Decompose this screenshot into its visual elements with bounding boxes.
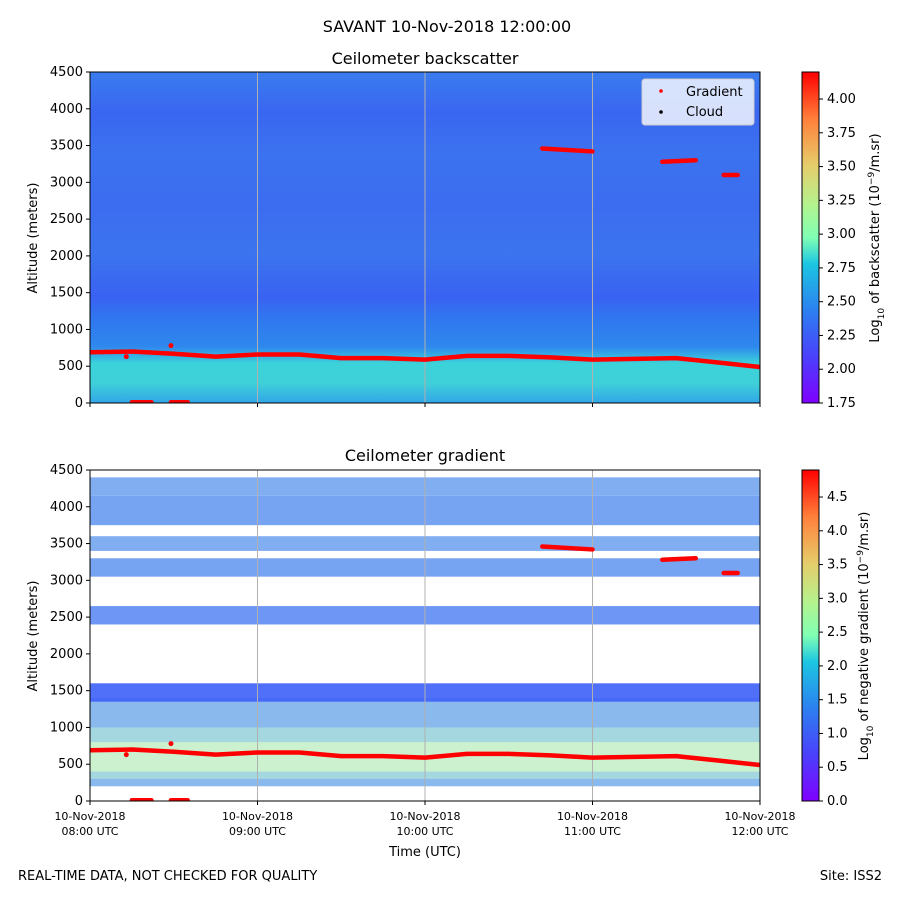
x-tick-label: 10-Nov-2018 (222, 810, 293, 823)
gradient-colorbar: 0.0 0.5 1.0 1.5 2.0 2.5 3.0 3.5 4.0 4.5 Log10 of … (801, 469, 876, 809)
gradient-panel: Ceilometer gradient 0 500 1000 1500 2000 2500… (26, 446, 796, 860)
colorbar-tick-label: 2.50 (827, 295, 856, 310)
legend-gradient-label: Gradient (686, 85, 743, 100)
gradient-marker-point (123, 354, 129, 360)
figure-suptitle: SAVANT 10-Nov-2018 12:00:00 (323, 17, 571, 36)
colorbar-tick-label: 4.5 (827, 490, 848, 505)
legend-box (641, 78, 755, 126)
y-tick-label: 0 (75, 794, 83, 809)
gradient-marker-series (90, 747, 760, 768)
gradient-xlabel: Time (UTC) (388, 845, 461, 860)
gradient-series (90, 544, 760, 801)
y-tick-label: 500 (58, 757, 83, 772)
colorbar-tick-label: 3.0 (827, 591, 848, 606)
y-tick-label: 4500 (50, 65, 83, 80)
backscatter-colorbar-bar (801, 71, 820, 404)
gradient-colorbar-label: Log10 of negative gradient (10−9/m.sr) (856, 512, 876, 761)
y-tick-label: 4000 (50, 102, 83, 117)
y-tick-label: 500 (58, 359, 83, 374)
colorbar-tick-label: 1.75 (827, 396, 856, 411)
backscatter-x-ticks (89, 403, 761, 407)
gradient-colorbar-bar (801, 469, 820, 802)
colorbar-tick-label: 4.00 (827, 92, 856, 107)
backscatter-grid (257, 72, 593, 403)
x-tick-label: 10:00 UTC (396, 825, 453, 838)
colorbar-tick-label: 0.0 (827, 794, 848, 809)
backscatter-title: Ceilometer backscatter (332, 49, 519, 68)
gradient-marker-point (123, 752, 129, 758)
legend-cloud-label: Cloud (686, 105, 723, 120)
backscatter-colorbar-label: Log10 of backscatter (10−9/m.sr) (867, 133, 887, 342)
x-tick-label: 08:00 UTC (61, 825, 118, 838)
colorbar-tick-label: 0.5 (827, 760, 848, 775)
colorbar-tick-label: 3.25 (827, 193, 856, 208)
footer-quality-note: REAL-TIME DATA, NOT CHECKED FOR QUALITY (18, 869, 318, 884)
gradient-marker-point (168, 741, 174, 747)
gradient-marker-series (90, 349, 760, 370)
y-tick-label: 4000 (50, 500, 83, 515)
y-tick-label: 2500 (50, 212, 83, 227)
gradient-marker-series (540, 544, 595, 552)
backscatter-y-axis: 0 500 1000 1500 2000 2500 3000 3500 4000 4500 (50, 65, 90, 411)
backscatter-colorbar-ticks: 1.75 2.00 2.25 2.50 2.75 3.00 3.25 3.50 3.75 4.00 (819, 92, 856, 411)
y-tick-label: 3500 (50, 537, 83, 552)
colorbar-tick-label: 3.5 (827, 558, 848, 573)
x-tick-label: 12:00 UTC (731, 825, 788, 838)
gradient-marker-series (660, 158, 699, 164)
gradient-title: Ceilometer gradient (345, 446, 505, 465)
gradient-marker-series (540, 146, 595, 154)
y-tick-label: 2000 (50, 249, 83, 264)
y-tick-label: 1000 (50, 720, 83, 735)
legend-gradient-marker (659, 89, 663, 93)
gradient-colorbar-ticks: 0.0 0.5 1.0 1.5 2.0 2.5 3.0 3.5 4.0 4.5 (819, 490, 848, 809)
footer-site: Site: ISS2 (819, 869, 882, 884)
colorbar-tick-label: 3.00 (827, 227, 856, 242)
colorbar-tick-label: 1.5 (827, 693, 848, 708)
gradient-x-axis: 10-Nov-2018 08:00 UTC 10-Nov-2018 09:00 UTC… (54, 801, 796, 838)
y-tick-label: 3000 (50, 175, 83, 190)
colorbar-tick-label: 3.50 (827, 160, 856, 175)
colorbar-tick-label: 2.25 (827, 328, 856, 343)
y-tick-label: 0 (75, 396, 83, 411)
y-tick-label: 3000 (50, 573, 83, 588)
gradient-marker-series (660, 556, 699, 562)
x-tick-label: 10-Nov-2018 (724, 810, 795, 823)
backscatter-colorbar: 1.75 2.00 2.25 2.50 2.75 3.00 3.25 3.50 3.75 4.00… (801, 71, 887, 411)
colorbar-tick-label: 2.00 (827, 362, 856, 377)
colorbar-tick-label: 1.0 (827, 726, 848, 741)
backscatter-ylabel: Altitude (meters) (26, 183, 41, 294)
x-tick-label: 10-Nov-2018 (557, 810, 628, 823)
y-tick-label: 4500 (50, 463, 83, 478)
backscatter-series (90, 146, 760, 403)
colorbar-tick-label: 3.75 (827, 126, 856, 141)
colorbar-tick-label: 4.0 (827, 524, 848, 539)
y-tick-label: 2500 (50, 610, 83, 625)
gradient-marker-point (168, 343, 174, 349)
gradient-y-axis: 0 500 1000 1500 2000 2500 3000 3500 4000 4500 (50, 463, 90, 809)
chart-legend: Gradient Cloud (641, 78, 755, 126)
colorbar-tick-label: 2.0 (827, 659, 848, 674)
backscatter-panel: Ceilometer backscatter 0 500 1000 1500 2000 2… (26, 49, 761, 411)
x-tick-label: 09:00 UTC (229, 825, 286, 838)
y-tick-label: 1000 (50, 322, 83, 337)
x-tick-label: 10-Nov-2018 (54, 810, 125, 823)
colorbar-tick-label: 2.5 (827, 625, 848, 640)
colorbar-tick-label: 2.75 (827, 261, 856, 276)
x-tick-label: 10-Nov-2018 (389, 810, 460, 823)
gradient-ylabel: Altitude (meters) (26, 581, 41, 692)
y-tick-label: 2000 (50, 647, 83, 662)
legend-cloud-marker (659, 110, 663, 114)
y-tick-label: 1500 (50, 286, 83, 301)
gradient-grid (257, 470, 593, 801)
y-tick-label: 1500 (50, 684, 83, 699)
x-tick-label: 11:00 UTC (564, 825, 621, 838)
y-tick-label: 3500 (50, 139, 83, 154)
